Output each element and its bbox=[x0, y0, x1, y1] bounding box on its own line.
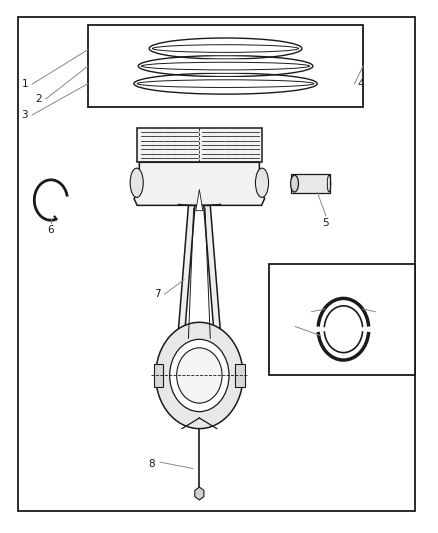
Text: 2: 2 bbox=[35, 94, 42, 104]
Ellipse shape bbox=[141, 62, 310, 70]
Bar bbox=[88, 25, 363, 107]
Ellipse shape bbox=[137, 80, 314, 87]
Ellipse shape bbox=[290, 175, 298, 192]
Ellipse shape bbox=[255, 168, 268, 197]
Polygon shape bbox=[134, 163, 265, 205]
Ellipse shape bbox=[141, 59, 310, 73]
Text: 8: 8 bbox=[148, 459, 155, 469]
Text: 4: 4 bbox=[357, 79, 364, 89]
Bar bbox=[137, 128, 261, 163]
Bar bbox=[235, 364, 245, 387]
Text: 11: 11 bbox=[376, 306, 389, 317]
Bar bbox=[291, 174, 330, 193]
Ellipse shape bbox=[137, 77, 314, 90]
Bar bbox=[153, 364, 163, 387]
Ellipse shape bbox=[130, 168, 143, 197]
Text: 5: 5 bbox=[323, 218, 329, 228]
Polygon shape bbox=[177, 205, 221, 341]
Text: 7: 7 bbox=[155, 289, 161, 299]
Text: 9: 9 bbox=[300, 306, 307, 317]
Text: 6: 6 bbox=[48, 225, 54, 236]
Text: 3: 3 bbox=[21, 110, 28, 120]
Circle shape bbox=[155, 322, 243, 429]
Bar bbox=[269, 264, 416, 375]
Circle shape bbox=[177, 348, 222, 403]
Text: 10: 10 bbox=[282, 321, 294, 332]
Ellipse shape bbox=[152, 42, 299, 55]
Ellipse shape bbox=[152, 45, 299, 52]
Text: 1: 1 bbox=[21, 79, 28, 89]
Circle shape bbox=[170, 340, 229, 411]
Polygon shape bbox=[196, 189, 203, 211]
